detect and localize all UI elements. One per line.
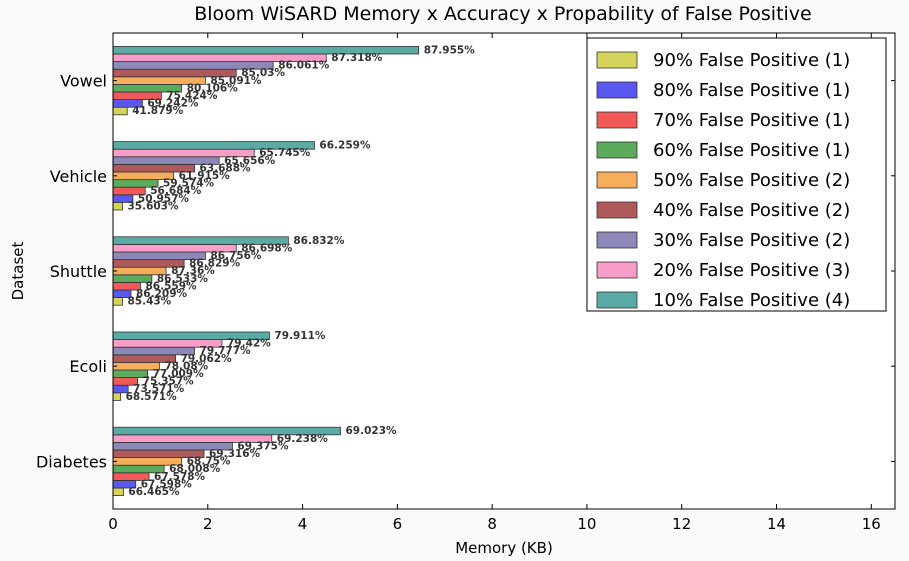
- bar-label: 87.318%: [331, 52, 383, 64]
- x-tick-label: 10: [577, 515, 596, 533]
- legend-entry: 50% False Positive (2): [653, 170, 850, 191]
- legend: 90% False Positive (1) 80% False Positive…: [586, 37, 887, 312]
- bar-label: 69.375%: [237, 440, 289, 452]
- bar-labels-group: 41.879%69.242%75.424%80.106%85.091%85.03…: [126, 44, 476, 498]
- bar-label: 69.242%: [147, 98, 199, 110]
- bars-group: [112, 46, 420, 496]
- bar-label: 86.533%: [157, 273, 209, 285]
- y-tick-label: Ecoli: [69, 357, 107, 376]
- legend-swatch: [596, 51, 638, 69]
- bar-diabetes-1: [112, 487, 124, 496]
- legend-swatch: [596, 141, 638, 159]
- bar-label: 61.915%: [179, 170, 231, 182]
- bar-label: 63.688%: [200, 162, 252, 174]
- bar-label: 85.091%: [210, 75, 262, 87]
- bar-label: 86.559%: [145, 280, 197, 292]
- legend-entry: 10% False Positive (4): [653, 290, 850, 311]
- bar-label: 75.424%: [166, 90, 218, 102]
- x-tick-label: 8: [487, 515, 497, 533]
- bar-label: 78.08%: [164, 360, 208, 372]
- bar-label: 35.603%: [127, 200, 179, 212]
- legend-swatch: [596, 201, 638, 219]
- bar-shuttle-1: [112, 297, 123, 306]
- legend-entry: 20% False Positive (3): [653, 260, 850, 281]
- y-tick-label: Vowel: [60, 72, 107, 91]
- bar-label: 86.832%: [293, 235, 345, 247]
- x-tick-label: 14: [767, 515, 786, 533]
- bar-label: 86.829%: [189, 258, 241, 270]
- bar-label: 79.062%: [181, 353, 233, 365]
- legend-entry: 90% False Positive (1): [653, 50, 850, 71]
- legend-entry: 30% False Positive (2): [653, 230, 850, 251]
- bar-label: 41.879%: [132, 105, 184, 117]
- bar-label: 65.656%: [224, 155, 276, 167]
- legend-swatch: [596, 81, 638, 99]
- bar-label: 86.756%: [210, 250, 262, 262]
- bar-label: 66.465%: [128, 486, 180, 498]
- bar-label: 85.03%: [241, 67, 285, 79]
- bar-label: 86.209%: [136, 288, 188, 300]
- bar-label: 87.955%: [424, 44, 476, 56]
- bar-vowel-1: [112, 106, 128, 116]
- x-tick-label: 0: [108, 515, 118, 533]
- legend-swatch: [596, 231, 638, 249]
- bar-label: 73.571%: [133, 383, 185, 395]
- legend-swatch: [596, 171, 638, 189]
- bar-label: 56.684%: [150, 185, 202, 197]
- bar-label: 69.238%: [277, 433, 329, 445]
- bar-label: 79.42%: [227, 338, 271, 350]
- legend-entry: 60% False Positive (1): [653, 140, 850, 161]
- bar-label: 86.698%: [241, 242, 293, 254]
- bar-label: 77.009%: [153, 368, 205, 380]
- bar-label: 65.745%: [259, 147, 311, 159]
- bar-label: 67.578%: [154, 471, 206, 483]
- bar-vehicle-1: [112, 201, 123, 211]
- legend-swatch: [596, 111, 638, 129]
- x-tick-label: 2: [203, 515, 213, 533]
- bar-label: 75.357%: [143, 376, 195, 388]
- y-tick-label: Shuttle: [50, 262, 107, 281]
- bar-ecoli-1: [112, 392, 121, 401]
- bar-label: 67.598%: [141, 478, 193, 490]
- bar-label: 59.574%: [163, 178, 215, 190]
- y-tick-label: Diabetes: [36, 452, 107, 471]
- bar-label: 68.008%: [169, 463, 221, 475]
- legend-entry: 80% False Positive (1): [653, 80, 850, 101]
- bar-label: 79.911%: [274, 330, 326, 342]
- chart-title: Bloom WiSARD Memory x Accuracy x Propabi…: [194, 3, 812, 25]
- bar-label: 69.023%: [345, 425, 397, 437]
- x-tick-label: 12: [672, 515, 691, 533]
- x-tick-label: 4: [298, 515, 308, 533]
- legend-swatch: [596, 291, 638, 309]
- x-axis-label: Memory (KB): [455, 539, 553, 557]
- bar-label: 68.75%: [187, 456, 231, 468]
- y-axis: Vowel Vehicle Shuttle Ecoli Diabetes: [36, 72, 895, 471]
- bar-label: 79.777%: [200, 345, 252, 357]
- x-axis: 0 2 4 6 8 10 12 14 16: [108, 33, 881, 533]
- bar-label: 85.43%: [127, 296, 171, 308]
- bar-label: 87.36%: [171, 265, 215, 277]
- legend-swatch: [596, 261, 638, 279]
- bar-label: 86.061%: [278, 60, 330, 72]
- legend-entry: 70% False Positive (1): [653, 110, 850, 131]
- y-axis-label: Dataset: [9, 242, 27, 301]
- y-tick-label: Vehicle: [50, 167, 107, 186]
- bar-label: 68.571%: [126, 391, 178, 403]
- x-tick-label: 16: [862, 515, 881, 533]
- bar-label: 80.106%: [187, 82, 239, 94]
- x-tick-label: 6: [393, 515, 403, 533]
- bar-label: 69.316%: [209, 448, 261, 460]
- bar-label: 50.957%: [138, 193, 190, 205]
- bar-label: 66.259%: [319, 140, 371, 152]
- legend-entry: 40% False Positive (2): [653, 200, 850, 221]
